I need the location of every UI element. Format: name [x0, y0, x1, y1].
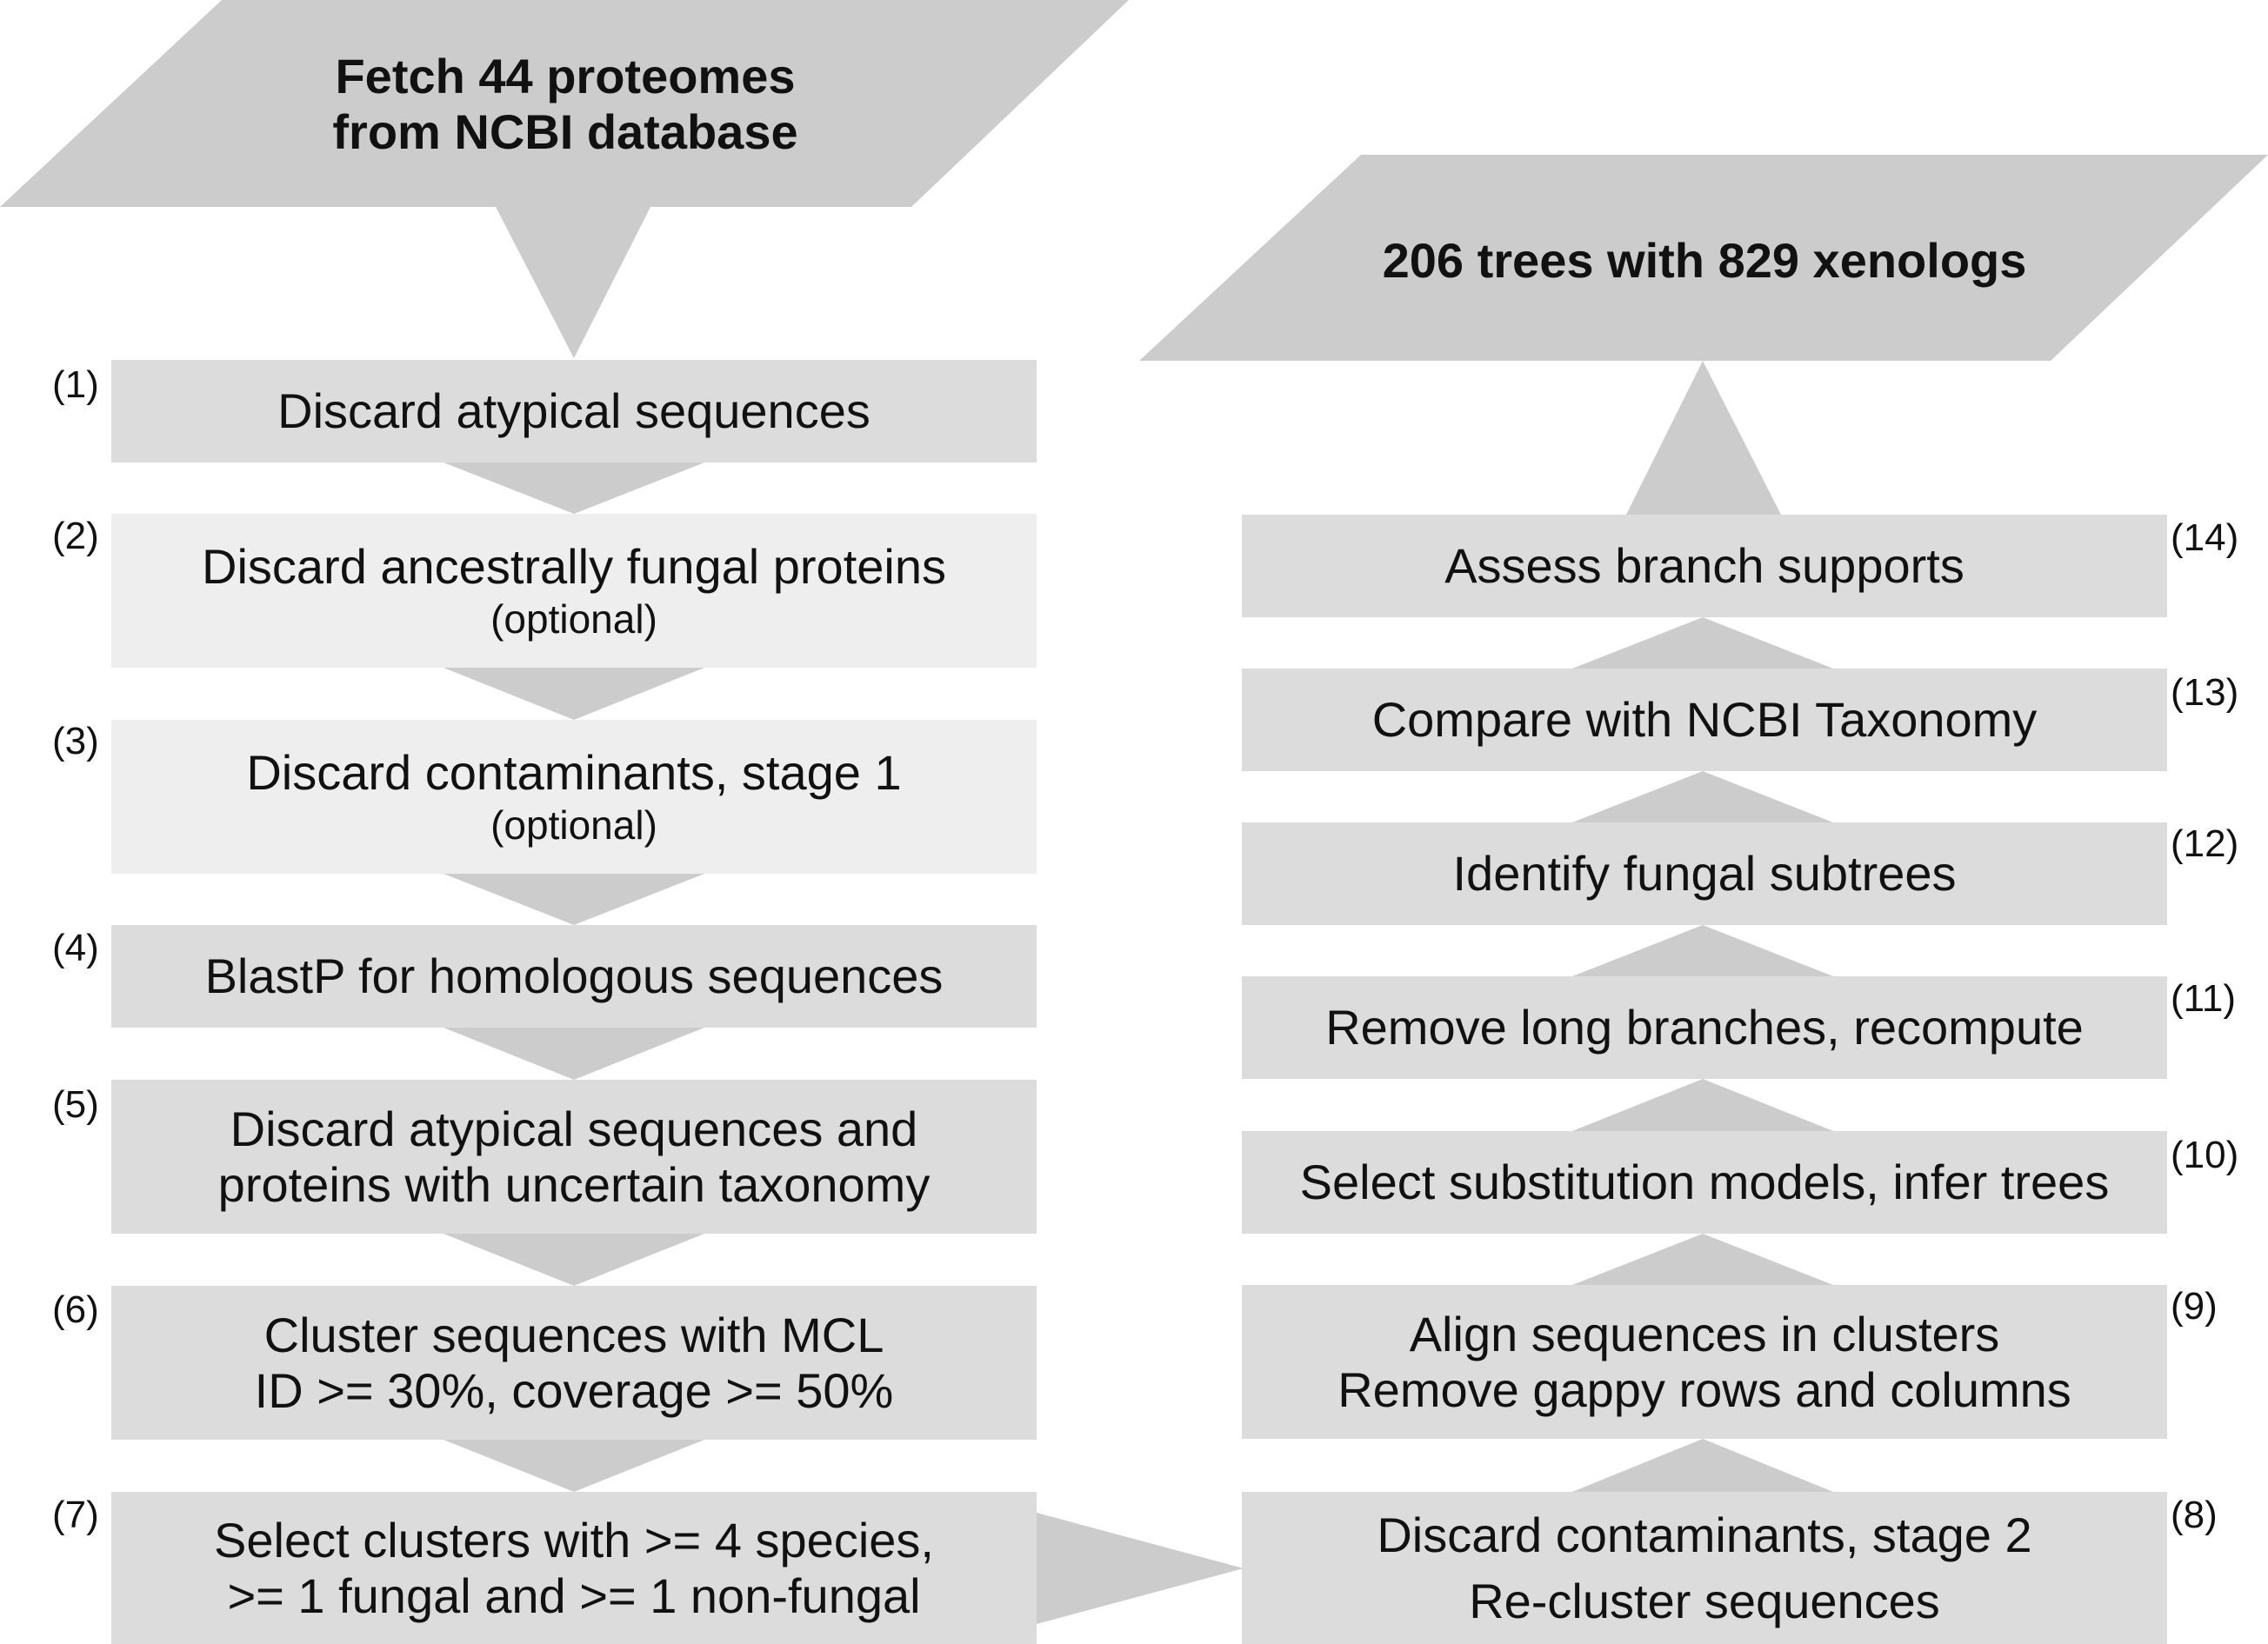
start-arrow [496, 207, 650, 358]
step-14-text: Assess branch supports [1444, 538, 1964, 593]
connector-13-14 [1572, 617, 1833, 669]
step-6-label: Cluster sequences with MCL ID >= 30%, co… [111, 1286, 1037, 1440]
end-arrow [1626, 361, 1781, 515]
step-7-text-line1: Select clusters with >= 4 species, [214, 1512, 934, 1567]
step-5-text-line2: proteins with uncertain taxonomy [217, 1156, 931, 1212]
step-13-box [1242, 669, 2167, 771]
start-parallelogram [0, 0, 1129, 207]
connector-4-5 [444, 1028, 704, 1080]
end-label: 206 trees with 829 xenologs [1226, 217, 2183, 304]
end-parallelogram [1139, 155, 2268, 361]
step-9-text-line2: Remove gappy rows and columns [1337, 1361, 2071, 1417]
connector-5-6 [444, 1234, 704, 1286]
step-1-text: Discard atypical sequences [277, 383, 871, 438]
step-7-label: Select clusters with >= 4 species, >= 1 … [111, 1492, 1037, 1644]
step-11-text: Remove long branches, recompute [1325, 1000, 2084, 1055]
step-9-text-line1: Align sequences in clusters [1409, 1306, 2000, 1361]
step-12-label: Identify fungal subtrees [1242, 822, 2167, 925]
step-3-text: Discard contaminants, stage 1 [246, 744, 902, 800]
connector-12-13 [1572, 771, 1833, 822]
step-8-box [1242, 1492, 2167, 1644]
step-3-number: (3) [52, 720, 99, 762]
step-6-text-line1: Cluster sequences with MCL [263, 1307, 884, 1362]
step-6-box [111, 1286, 1037, 1440]
step-10-label: Select substitution models, infer trees [1242, 1131, 2167, 1234]
step-6-text-line2: ID >= 30%, coverage >= 50% [254, 1362, 894, 1418]
step-14-box [1242, 515, 2167, 617]
start-label-line1: Fetch 44 proteomes [335, 49, 796, 103]
step-13-text: Compare with NCBI Taxonomy [1371, 692, 2038, 747]
step-2-text: Discard ancestrally fungal proteins [202, 538, 946, 594]
step-8-text-line1: Discard contaminants, stage 2 [1377, 1507, 2032, 1562]
step-3-label: Discard contaminants, stage 1 (optional) [111, 720, 1037, 874]
step-12-text: Identify fungal subtrees [1452, 846, 1957, 901]
connector-7-8 [1037, 1513, 1244, 1624]
step-9-box [1242, 1285, 2167, 1439]
step-2-label: Discard ancestrally fungal proteins (opt… [111, 514, 1037, 668]
connector-3-4 [444, 874, 704, 925]
step-2-note: (optional) [490, 596, 657, 642]
step-13-number: (13) [2171, 671, 2239, 714]
connector-9-10 [1572, 1234, 1833, 1285]
connector-8-9 [1572, 1439, 1833, 1492]
step-5-text-line1: Discard atypical sequences and [230, 1101, 918, 1156]
step-5-number: (5) [52, 1083, 99, 1126]
step-4-box [111, 925, 1037, 1028]
step-11-number: (11) [2171, 977, 2236, 1020]
step-7-text-line2: >= 1 fungal and >= 1 non-fungal [227, 1567, 921, 1623]
step-14-number: (14) [2171, 516, 2239, 559]
step-4-text: BlastP for homologous sequences [204, 948, 944, 1003]
step-8-label: Discard contaminants, stage 2 Re-cluster… [1242, 1492, 2167, 1644]
step-7-box [111, 1492, 1037, 1644]
step-9-number: (9) [2171, 1285, 2218, 1328]
step-10-box [1242, 1131, 2167, 1234]
step-11-label: Remove long branches, recompute [1242, 976, 2167, 1079]
step-14-label: Assess branch supports [1242, 515, 2167, 617]
connector-10-11 [1572, 1079, 1833, 1131]
step-12-box [1242, 822, 2167, 925]
step-10-text: Select substitution models, infer trees [1299, 1155, 2110, 1209]
step-3-note: (optional) [490, 802, 657, 848]
step-2-box [111, 514, 1037, 668]
step-1-label: Discard atypical sequences [111, 360, 1037, 463]
step-7-number: (7) [52, 1494, 99, 1536]
step-11-box [1242, 976, 2167, 1079]
step-8-number: (8) [2171, 1494, 2218, 1536]
connector-11-12 [1572, 925, 1833, 976]
connector-1-2 [444, 463, 704, 514]
step-1-box [111, 360, 1037, 463]
start-label-line2: from NCBI database [332, 104, 798, 159]
connector-6-7 [444, 1440, 704, 1492]
step-2-number: (2) [52, 515, 99, 557]
step-13-label: Compare with NCBI Taxonomy [1242, 669, 2167, 771]
connector-2-3 [444, 668, 704, 720]
step-3-box [111, 720, 1037, 874]
step-9-label: Align sequences in clusters Remove gappy… [1242, 1285, 2167, 1439]
step-4-label: BlastP for homologous sequences [111, 925, 1037, 1028]
step-12-number: (12) [2171, 822, 2239, 865]
step-1-number: (1) [52, 363, 99, 406]
step-4-number: (4) [52, 927, 99, 969]
step-5-label: Discard atypical sequences and proteins … [111, 1080, 1037, 1234]
end-label-text: 206 trees with 829 xenologs [1382, 233, 2027, 288]
step-5-box [111, 1080, 1037, 1234]
step-8-text-line2: Re-cluster sequences [1469, 1573, 1940, 1628]
step-6-number: (6) [52, 1288, 99, 1331]
start-label: Fetch 44 proteomes from NCBI database [261, 43, 870, 165]
step-10-number: (10) [2171, 1134, 2239, 1176]
